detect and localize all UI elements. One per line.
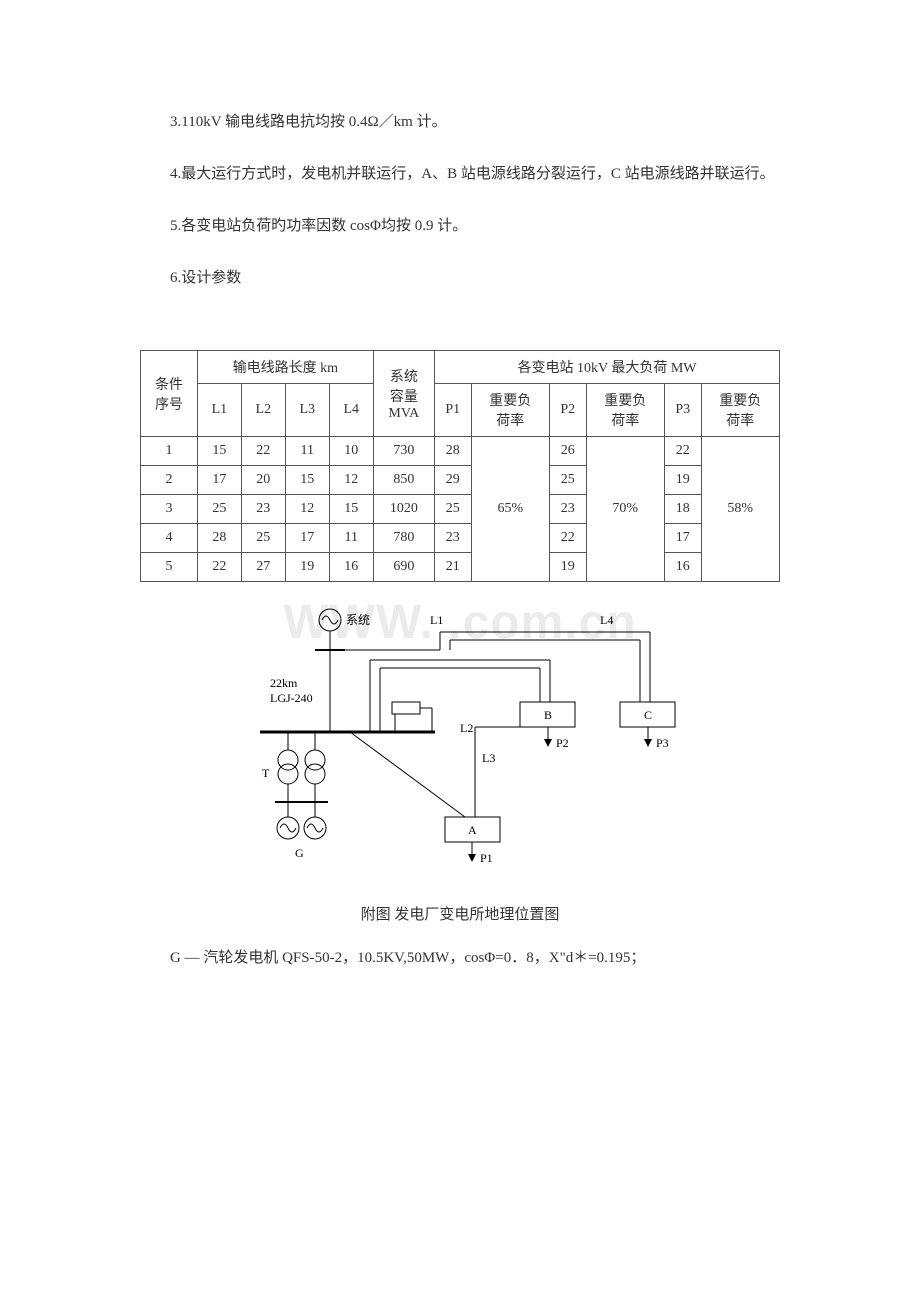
cell: 17 [285,524,329,553]
diagram: 系统 L1 L4 22km LGJ-240 [220,602,700,897]
col-L2: L2 [241,384,285,437]
cell: 2 [141,466,198,495]
cell: 12 [329,466,373,495]
cell: 20 [241,466,285,495]
page: WWW. .com.cn 3.110kV 输电线路电抗均按 0.4Ω／km 计。… [0,0,920,1050]
cell: 22 [664,437,701,466]
col-load-group: 各变电站 10kV 最大负荷 MW [435,351,780,384]
cell: 25 [435,495,472,524]
label-P3: P3 [656,736,669,750]
legend-line: G — 汽轮发电机 QFS-50-2，10.5KV,50MW，cosΦ=0．8，… [140,946,780,970]
table-row: 3 25 23 12 15 1020 25 23 18 [141,495,780,524]
label-A: A [468,823,477,837]
cell: 23 [549,495,586,524]
col-P2: P2 [549,384,586,437]
label-L1: L1 [430,613,443,627]
cell: 850 [373,466,434,495]
cell: 17 [197,466,241,495]
cell: 22 [549,524,586,553]
cell: 15 [197,437,241,466]
col-L1: L1 [197,384,241,437]
cell: 21 [435,553,472,582]
label-B: B [544,708,552,722]
label-system: 系统 [346,613,370,627]
paragraph-3: 3.110kV 输电线路电抗均按 0.4Ω／km 计。 [140,110,780,134]
col-rate3: 重要负荷率 [701,384,779,437]
cell: 22 [241,437,285,466]
transformer-icon [278,732,325,802]
col-cond: 条件序号 [141,351,198,437]
cell: 23 [435,524,472,553]
cell: 15 [285,466,329,495]
label-cable-1: 22km [270,676,298,690]
col-rate1: 重要负荷率 [471,384,549,437]
paragraph-6: 6.设计参数 [140,266,780,290]
cell: 26 [549,437,586,466]
figure-caption: 附图 发电厂变电所地理位置图 [140,903,780,924]
cell: 15 [329,495,373,524]
cell: 11 [285,437,329,466]
cell: 1020 [373,495,434,524]
label-L4: L4 [600,613,613,627]
col-sys: 系统容量MVA [373,351,434,437]
cell: 25 [549,466,586,495]
col-P3: P3 [664,384,701,437]
col-lines-group: 输电线路长度 km [197,351,373,384]
cell: 1 [141,437,198,466]
cell: 28 [435,437,472,466]
table-row: 5 22 27 19 16 690 21 19 16 [141,553,780,582]
cell: 730 [373,437,434,466]
parameters-table: 条件序号 输电线路长度 km 系统容量MVA 各变电站 10kV 最大负荷 MW… [140,350,780,582]
label-T: T [262,766,270,780]
table-row: L1 L2 L3 L4 P1 重要负荷率 P2 重要负荷率 P3 重要负荷率 [141,384,780,437]
cell: 19 [664,466,701,495]
cell: 780 [373,524,434,553]
paragraph-4: 4.最大运行方式时，发电机并联运行，A、B 站电源线路分裂运行，C 站电源线路并… [140,162,780,186]
table-row: 2 17 20 15 12 850 29 25 19 [141,466,780,495]
col-L3: L3 [285,384,329,437]
label-P1: P1 [480,851,493,865]
cell: 5 [141,553,198,582]
cell: 11 [329,524,373,553]
label-L2: L2 [460,721,473,735]
cell: 28 [197,524,241,553]
cell: 690 [373,553,434,582]
paragraph-5: 5.各变电站负荷旳功率因数 cosΦ均按 0.9 计。 [140,214,780,238]
cell: 19 [549,553,586,582]
label-C: C [644,708,652,722]
cell: 16 [329,553,373,582]
cell-rate2: 70% [586,437,664,582]
generator-icon [277,802,326,839]
table-row: 条件序号 输电线路长度 km 系统容量MVA 各变电站 10kV 最大负荷 MW [141,351,780,384]
cell-rate1: 65% [471,437,549,582]
cell: 12 [285,495,329,524]
cell: 19 [285,553,329,582]
cell: 22 [197,553,241,582]
cell: 4 [141,524,198,553]
col-L4: L4 [329,384,373,437]
table-row: 4 28 25 17 11 780 23 22 17 [141,524,780,553]
cell: 25 [241,524,285,553]
cell: 29 [435,466,472,495]
cell: 23 [241,495,285,524]
label-L3: L3 [482,751,495,765]
cell-rate3: 58% [701,437,779,582]
cell: 16 [664,553,701,582]
label-G: G [295,846,304,860]
cell: 25 [197,495,241,524]
col-rate2: 重要负荷率 [586,384,664,437]
cell: 17 [664,524,701,553]
label-cable-2: LGJ-240 [270,691,313,705]
cell: 10 [329,437,373,466]
cell: 3 [141,495,198,524]
col-P1: P1 [435,384,472,437]
cell: 27 [241,553,285,582]
table-row: 1 15 22 11 10 730 28 65% 26 70% 22 58% [141,437,780,466]
cell: 18 [664,495,701,524]
label-P2: P2 [556,736,569,750]
circuit-svg: 系统 L1 L4 22km LGJ-240 [220,602,700,892]
